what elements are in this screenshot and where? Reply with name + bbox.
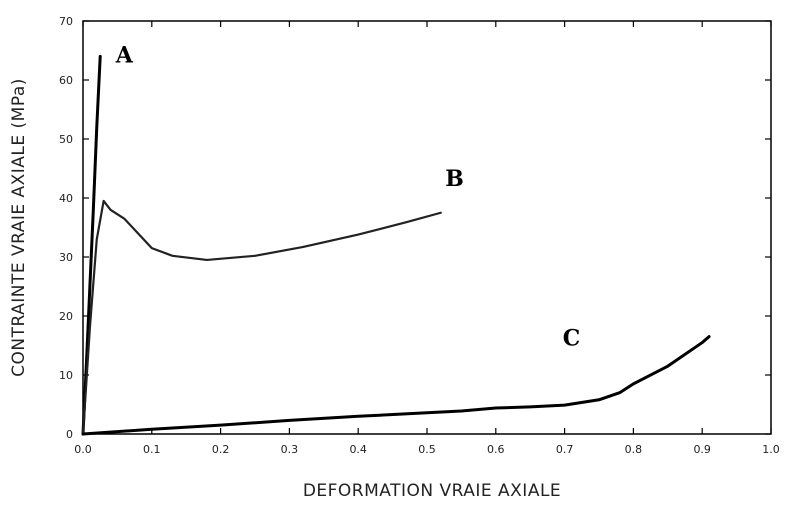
x-tick-label: 0.4 — [349, 443, 367, 456]
y-axis-title: CONTRAINTE VRAIE AXIALE (MPa) — [9, 78, 29, 377]
x-tick-label: 0.6 — [487, 443, 505, 456]
x-axis-title: DEFORMATION VRAIE AXIALE — [303, 481, 561, 501]
x-tick-label: 0.3 — [281, 443, 299, 456]
curve-label-b: B — [445, 166, 464, 192]
curve-label-c: C — [563, 326, 581, 352]
y-tick-label: 60 — [59, 74, 73, 87]
plot-area: 0.0 0.1 0.2 0.3 0.4 0.5 0.6 0.7 0.8 0.9 1.0 0 10 20 30… — [9, 15, 780, 501]
y-tick-label: 50 — [59, 133, 73, 146]
x-tick-label: 0.8 — [625, 443, 643, 456]
x-tick-label: 0.0 — [74, 443, 92, 456]
y-tick-label: 10 — [59, 369, 73, 382]
x-tick-label: 1.0 — [762, 443, 780, 456]
y-tick-label: 40 — [59, 192, 73, 205]
y-tick-label: 0 — [66, 428, 73, 441]
x-tick-label: 0.9 — [693, 443, 711, 456]
y-tick-label: 70 — [59, 15, 73, 28]
plot-frame — [82, 20, 772, 435]
x-tick-label: 0.2 — [212, 443, 230, 456]
curve-label-a: A — [115, 42, 134, 68]
series-line-c — [81, 335, 711, 436]
x-tick-label: 0.1 — [143, 443, 161, 456]
x-tick-label: 0.5 — [418, 443, 436, 456]
x-tick-label: 0.7 — [556, 443, 574, 456]
series-line-b — [81, 199, 442, 436]
y-tick-label: 30 — [59, 251, 73, 264]
y-tick-label: 20 — [59, 310, 73, 323]
